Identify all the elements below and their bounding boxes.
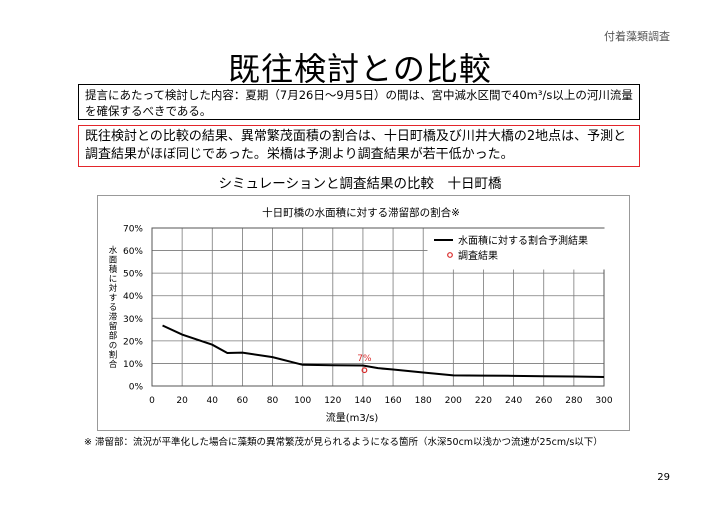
page-number: 29 (657, 472, 670, 483)
section-tag: 付着藻類調査 (604, 30, 670, 43)
y-tick-label: 50% (123, 270, 143, 280)
chart-series: 7% (162, 324, 605, 378)
x-tick-label: 80 (267, 396, 279, 406)
y-axis-label-char: 対 (109, 283, 118, 294)
chart-section-subtitle: シミュレーションと調査結果の比較 十日町橋 (218, 176, 502, 192)
legend-label-survey: 調査結果 (458, 249, 498, 262)
y-tick-label: 70% (123, 225, 143, 235)
plot-area (151, 227, 605, 387)
y-tick-label: 40% (123, 292, 143, 302)
y-axis-label-char: 合 (109, 359, 118, 370)
y-tick-label: 0% (129, 383, 144, 393)
y-axis-label-char: 面 (109, 256, 118, 266)
x-tick-label: 140 (354, 396, 371, 406)
chart-legend: 水面積に対する割合予測結果 調査結果 (427, 228, 607, 270)
x-tick-label: 20 (176, 396, 188, 406)
x-axis-ticks: 0 20 40 60 80 100 120 140 160 180 200 220 240 260 280 3… (149, 396, 613, 406)
y-tick-label: 30% (123, 315, 143, 325)
y-axis-label: 水面積に対する滞留部の割合 (109, 245, 118, 370)
x-tick-label: 200 (445, 396, 462, 406)
x-tick-label: 120 (324, 396, 341, 406)
x-tick-label: 240 (505, 396, 522, 406)
y-tick-label: 20% (123, 337, 143, 347)
y-axis-label-char: 部 (109, 331, 118, 342)
y-tick-label: 60% (123, 247, 143, 257)
legend-marker-swatch (447, 252, 453, 258)
chart-title: 十日町橋の水面積に対する滞留部の割合※ (262, 206, 460, 219)
x-tick-label: 0 (149, 396, 155, 406)
survey-point-label: 7% (357, 354, 372, 364)
x-tick-label: 280 (565, 396, 582, 406)
premise-box: 提言にあたって検討した内容：夏期（7月26日〜9月5日）の間は、宮中減水区間で4… (78, 84, 640, 120)
y-axis-label-char: に (109, 275, 118, 285)
conclusion-box: 既往検討との比較の結果、異常繁茂面積の割合は、十日町橋及び川井大橋の2地点は、予… (78, 125, 640, 167)
x-tick-label: 180 (415, 396, 432, 406)
x-tick-label: 260 (535, 396, 552, 406)
y-axis-label-char: 滞 (109, 312, 118, 323)
y-axis-label-char: 水 (109, 245, 118, 256)
x-tick-label: 300 (595, 396, 612, 406)
chart-grid (151, 227, 605, 387)
x-tick-label: 220 (475, 396, 492, 406)
survey-point (361, 367, 368, 374)
y-axis-ticks: 0% 10% 20% 30% 40% 50% 60% 70% (123, 225, 143, 393)
y-axis-label-char: 割 (109, 350, 118, 361)
footnote: ※ 滞留部：流況が平準化した場合に藻類の異常繁茂が見られるようになる箇所（水深5… (84, 437, 603, 448)
x-axis-label: 流量(m3/s) (326, 411, 379, 424)
y-tick-label: 10% (123, 360, 143, 370)
x-tick-label: 100 (294, 396, 311, 406)
page-title: 既往検討との比較 (228, 50, 492, 88)
y-axis-label-char: る (109, 303, 118, 313)
x-tick-label: 40 (207, 396, 219, 406)
y-axis-label-char: 留 (109, 321, 118, 332)
y-axis-label-char: す (109, 294, 118, 304)
legend-label-prediction: 水面積に対する割合予測結果 (458, 234, 588, 247)
chart-frame: 十日町橋の水面積に対する滞留部の割合※ 0% 10% 20% 30% 40% 50% 60%… (97, 195, 630, 431)
prediction-line (162, 324, 605, 378)
y-axis-label-char: の (109, 341, 118, 351)
x-tick-label: 60 (237, 396, 249, 406)
line-chart: 十日町橋の水面積に対する滞留部の割合※ 0% 10% 20% 30% 40% 50% 60%… (109, 206, 613, 424)
x-tick-label: 160 (384, 396, 401, 406)
y-axis-label-char: 積 (109, 264, 118, 275)
